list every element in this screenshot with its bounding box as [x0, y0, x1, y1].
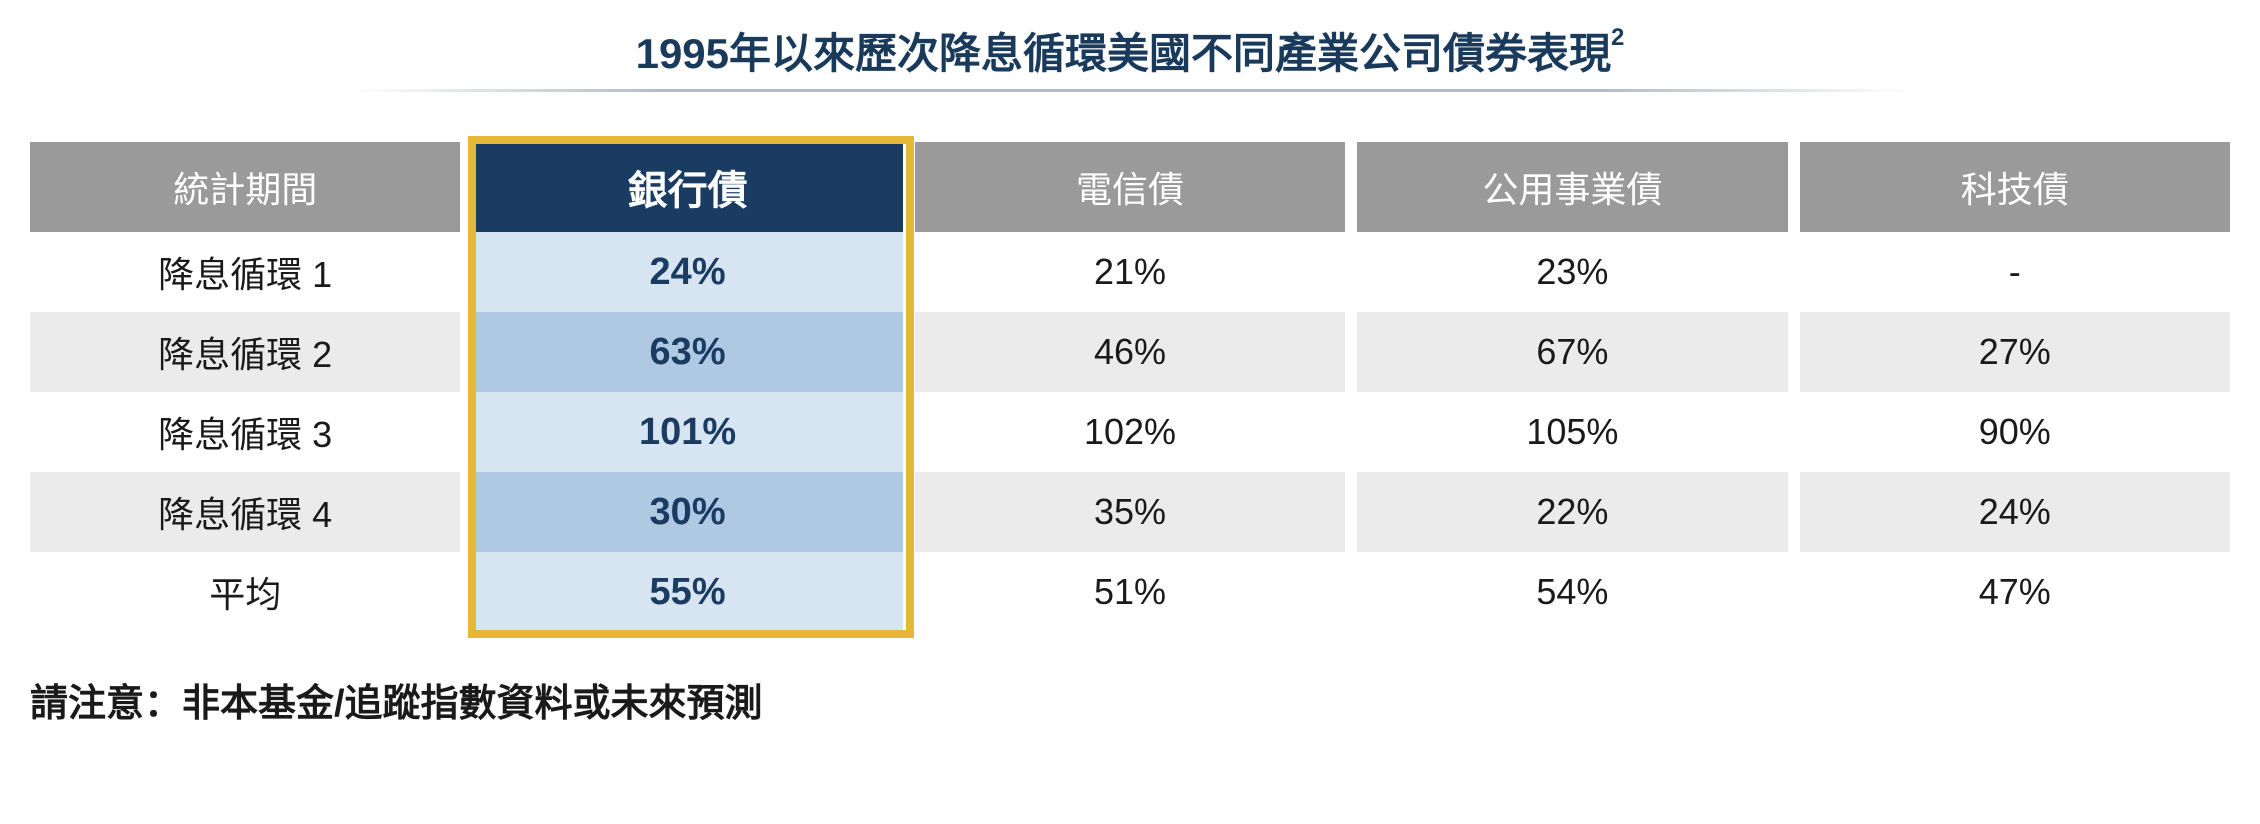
- cell-tech: 27%: [1800, 312, 2230, 392]
- row-label: 降息循環 3: [30, 392, 460, 472]
- col-gap: [903, 142, 915, 232]
- cell-tech: 24%: [1800, 472, 2230, 552]
- row-label: 降息循環 4: [30, 472, 460, 552]
- cell-bank: 101%: [472, 392, 902, 472]
- cell-utility: 54%: [1357, 552, 1787, 632]
- row-label: 降息循環 1: [30, 232, 460, 312]
- cell-utility: 22%: [1357, 472, 1787, 552]
- cell-telecom: 46%: [915, 312, 1345, 392]
- table-row: 降息循環 4 30% 35% 22% 24%: [30, 472, 2230, 552]
- cell-tech: 47%: [1800, 552, 2230, 632]
- cell-tech: 90%: [1800, 392, 2230, 472]
- cell-telecom: 102%: [915, 392, 1345, 472]
- page-title: 1995年以來歷次降息循環美國不同產業公司債券表現2: [636, 20, 1625, 81]
- row-label: 平均: [30, 552, 460, 632]
- col-gap: [1345, 472, 1357, 552]
- col-gap: [1788, 142, 1800, 232]
- col-gap: [903, 312, 915, 392]
- performance-table: 統計期間 銀行債 電信債 公用事業債 科技債 降息循環 1 24% 21% 23…: [30, 142, 2230, 632]
- table-row: 降息循環 3 101% 102% 105% 90%: [30, 392, 2230, 472]
- footnote-text: 請注意：非本基金/追蹤指數資料或未來預測: [30, 672, 2230, 727]
- col-gap: [903, 472, 915, 552]
- col-gap: [460, 392, 472, 472]
- cell-telecom: 35%: [915, 472, 1345, 552]
- col-gap: [1788, 472, 1800, 552]
- col-gap: [1788, 232, 1800, 312]
- cell-bank: 63%: [472, 312, 902, 392]
- col-header-utility: 公用事業債: [1357, 142, 1787, 232]
- cell-bank: 24%: [472, 232, 902, 312]
- cell-bank: 30%: [472, 472, 902, 552]
- col-header-tech: 科技債: [1800, 142, 2230, 232]
- col-header-period: 統計期間: [30, 142, 460, 232]
- cell-utility: 105%: [1357, 392, 1787, 472]
- cell-telecom: 21%: [915, 232, 1345, 312]
- col-gap: [460, 232, 472, 312]
- row-label: 降息循環 2: [30, 312, 460, 392]
- cell-utility: 23%: [1357, 232, 1787, 312]
- table-row: 降息循環 1 24% 21% 23% -: [30, 232, 2230, 312]
- col-gap: [1345, 142, 1357, 232]
- cell-utility: 67%: [1357, 312, 1787, 392]
- table-row: 降息循環 2 63% 46% 67% 27%: [30, 312, 2230, 392]
- title-text: 1995年以來歷次降息循環美國不同產業公司債券表現: [636, 30, 1611, 77]
- title-container: 1995年以來歷次降息循環美國不同產業公司債券表現2: [30, 20, 2230, 92]
- col-gap: [1788, 552, 1800, 632]
- col-gap: [460, 552, 472, 632]
- cell-telecom: 51%: [915, 552, 1345, 632]
- cell-bank: 55%: [472, 552, 902, 632]
- col-gap: [903, 392, 915, 472]
- col-gap: [460, 142, 472, 232]
- col-gap: [1788, 312, 1800, 392]
- col-gap: [1788, 392, 1800, 472]
- col-gap: [903, 232, 915, 312]
- col-header-telecom: 電信債: [915, 142, 1345, 232]
- table-row: 平均 55% 51% 54% 47%: [30, 552, 2230, 632]
- col-gap: [460, 312, 472, 392]
- col-gap: [903, 552, 915, 632]
- col-gap: [1345, 552, 1357, 632]
- title-underline: [350, 89, 1910, 92]
- col-gap: [460, 472, 472, 552]
- table-header-row: 統計期間 銀行債 電信債 公用事業債 科技債: [30, 142, 2230, 232]
- title-superscript: 2: [1611, 24, 1624, 51]
- col-gap: [1345, 312, 1357, 392]
- col-gap: [1345, 392, 1357, 472]
- table-wrapper: 統計期間 銀行債 電信債 公用事業債 科技債 降息循環 1 24% 21% 23…: [30, 142, 2230, 632]
- col-header-bank: 銀行債: [472, 142, 902, 232]
- cell-tech: -: [1800, 232, 2230, 312]
- col-gap: [1345, 232, 1357, 312]
